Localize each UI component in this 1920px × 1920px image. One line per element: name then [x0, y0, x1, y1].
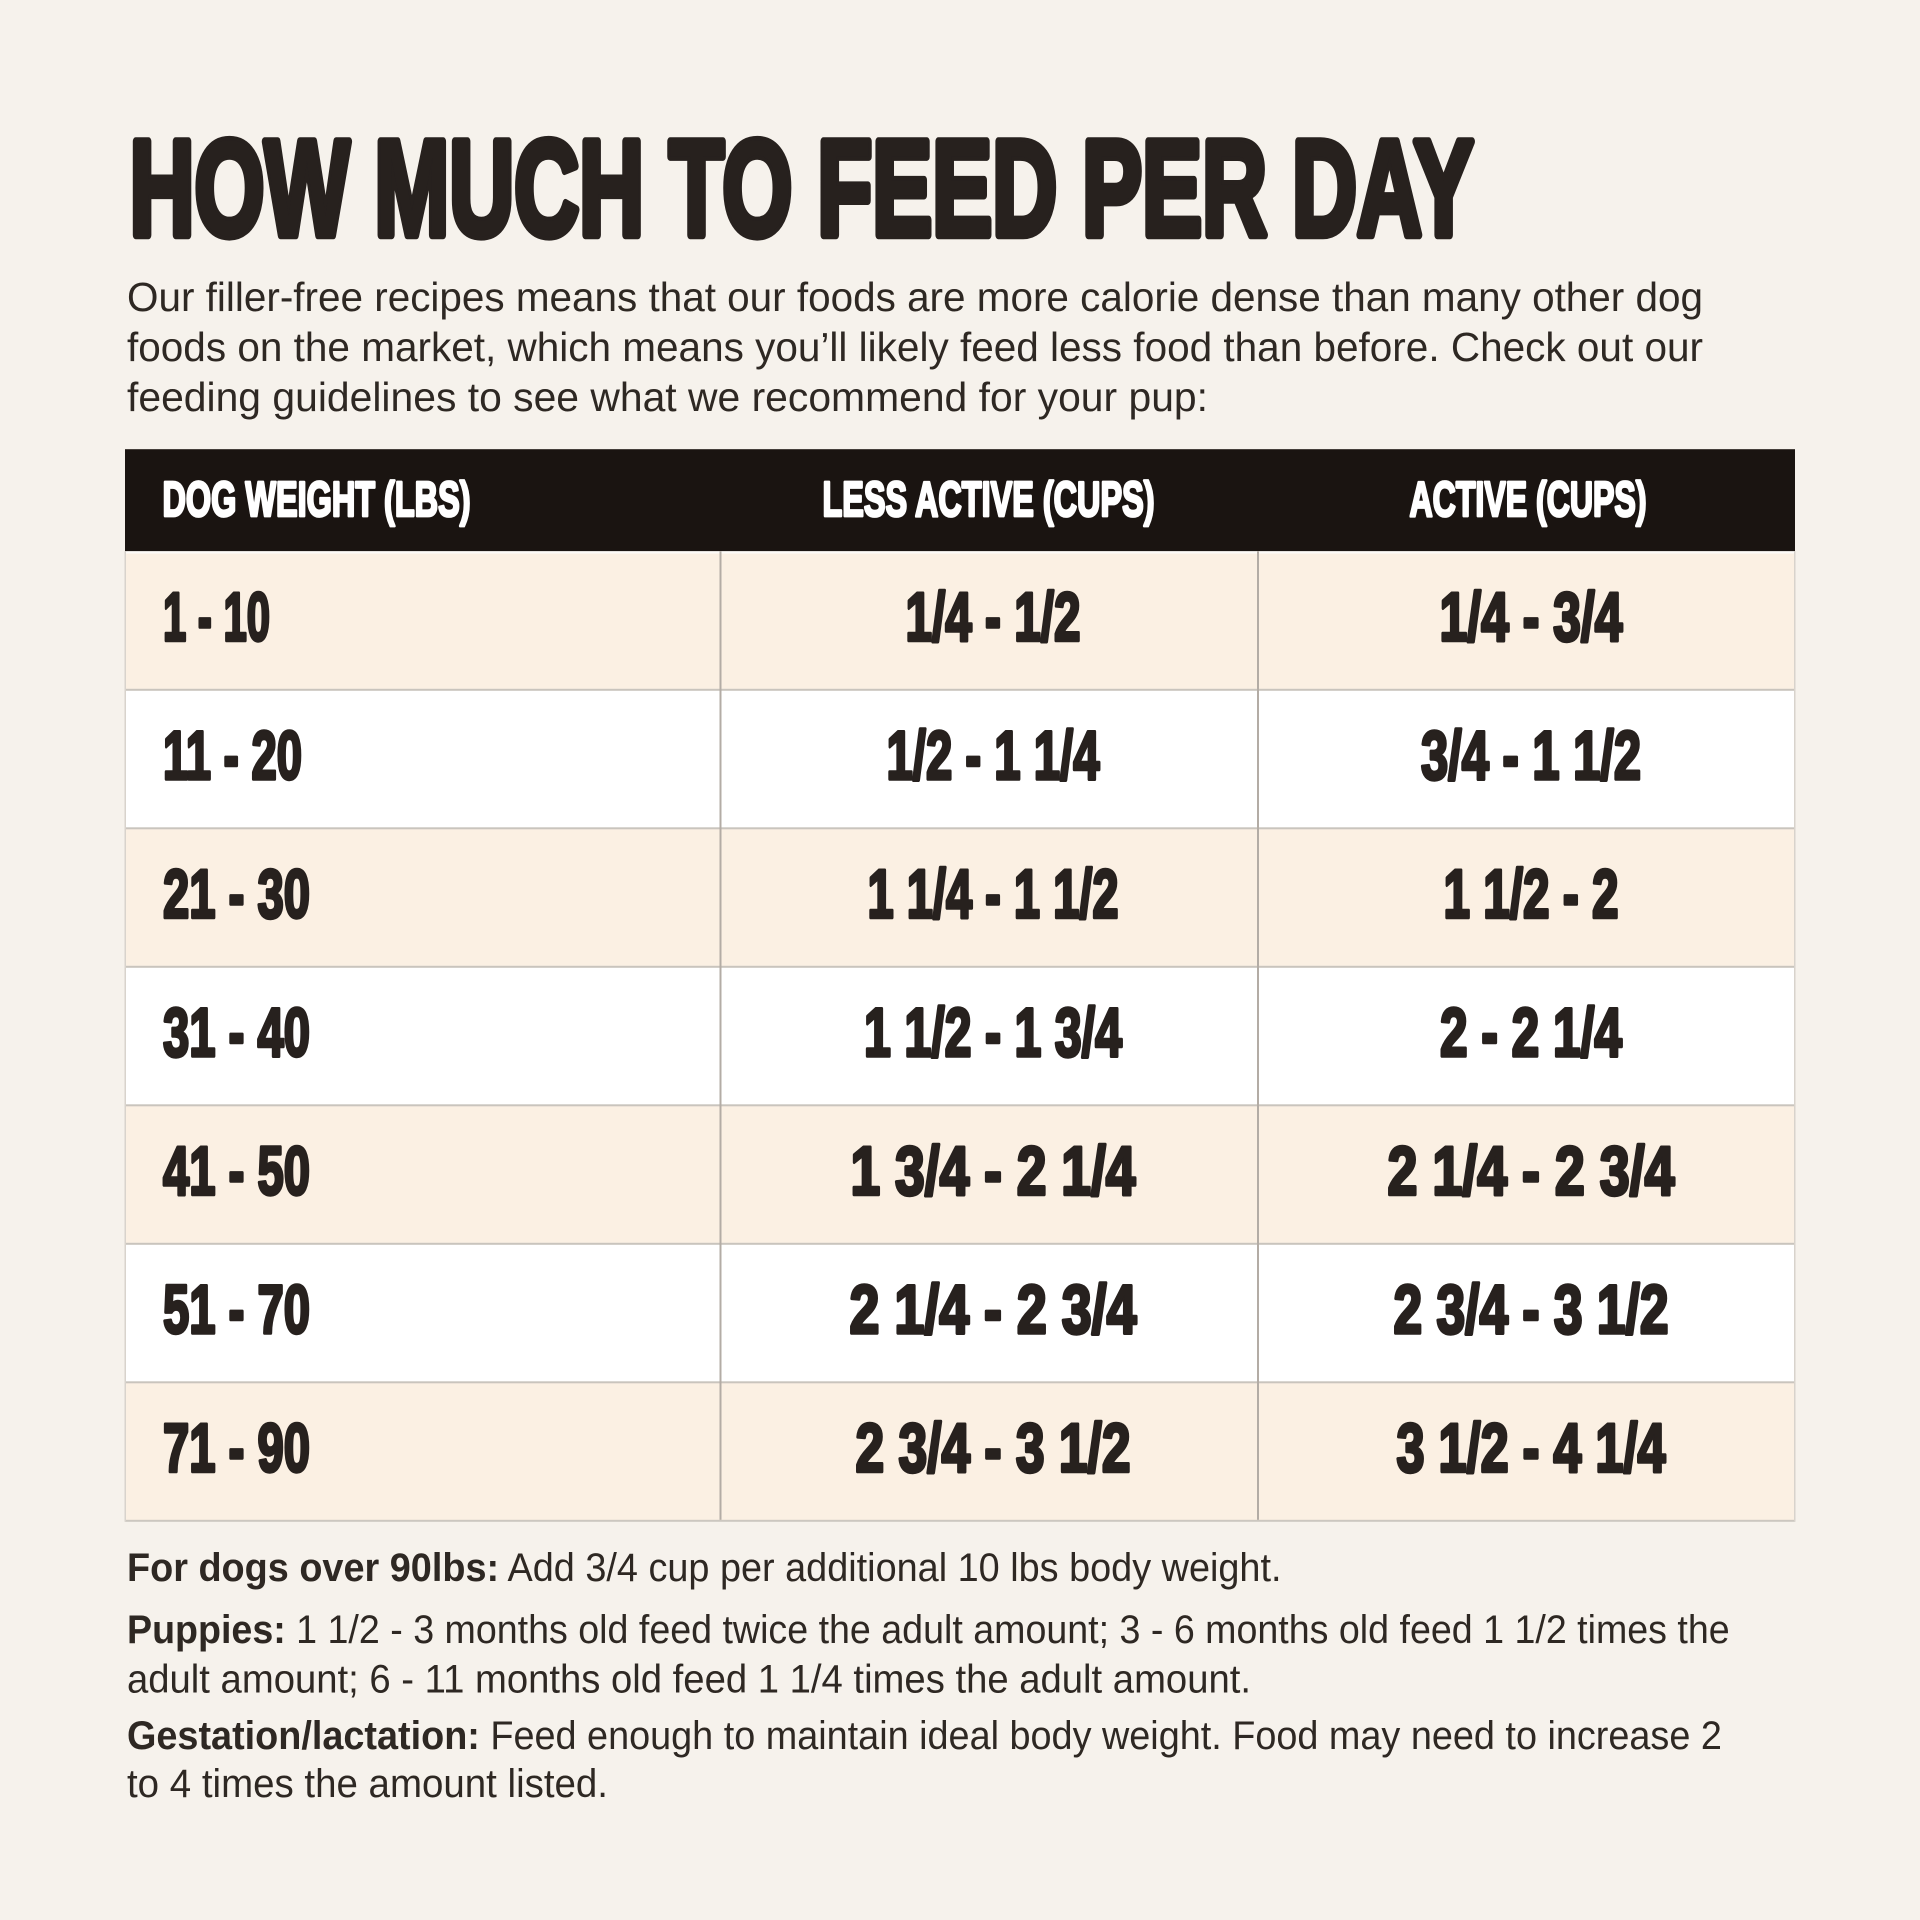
svg-text:ACTIVE (CUPS): ACTIVE (CUPS): [1410, 472, 1647, 527]
svg-text:LESS ACTIVE (CUPS): LESS ACTIVE (CUPS): [823, 472, 1155, 527]
svg-text:2 1/4 - 2 3/4: 2 1/4 - 2 3/4: [1388, 1132, 1675, 1209]
svg-text:2 3/4 - 3 1/2: 2 3/4 - 3 1/2: [1394, 1271, 1669, 1348]
svg-text:2 3/4 - 3 1/2: 2 3/4 - 3 1/2: [856, 1409, 1131, 1486]
svg-text:HOW MUCH TO FEED PER DAY: HOW MUCH TO FEED PER DAY: [130, 112, 1474, 264]
svg-text:31 - 40: 31 - 40: [163, 994, 310, 1071]
svg-text:21 - 30: 21 - 30: [163, 855, 310, 932]
svg-text:Our filler-free recipes means: Our filler-free recipes means that our f…: [127, 274, 1703, 320]
svg-text:51 - 70: 51 - 70: [163, 1271, 310, 1348]
svg-text:1 3/4 - 2 1/4: 1 3/4 - 2 1/4: [851, 1132, 1136, 1209]
svg-text:to 4 times the amount listed.: to 4 times the amount listed.: [127, 1762, 608, 1806]
svg-text:11 - 20: 11 - 20: [163, 717, 302, 794]
svg-text:DOG WEIGHT (LBS): DOG WEIGHT (LBS): [163, 472, 471, 527]
svg-text:feeding guidelines to see what: feeding guidelines to see what we recomm…: [127, 374, 1208, 420]
svg-text:1 - 10: 1 - 10: [163, 578, 270, 655]
svg-text:For dogs over 90lbs: Add 3/4 c: For dogs over 90lbs: Add 3/4 cup per add…: [127, 1546, 1282, 1590]
svg-text:Gestation/lactation: Feed enou: Gestation/lactation: Feed enough to main…: [127, 1714, 1722, 1758]
svg-text:71 - 90: 71 - 90: [163, 1409, 310, 1486]
svg-text:Puppies: 1 1/2 - 3 months old: Puppies: 1 1/2 - 3 months old feed twice…: [127, 1608, 1730, 1652]
svg-text:adult amount; 6 - 11 months ol: adult amount; 6 - 11 months old feed 1 1…: [127, 1658, 1251, 1702]
svg-text:1/4 - 3/4: 1/4 - 3/4: [1440, 578, 1623, 655]
svg-text:1 1/4 - 1 1/2: 1 1/4 - 1 1/2: [868, 855, 1119, 932]
svg-text:3/4 - 1 1/2: 3/4 - 1 1/2: [1421, 717, 1641, 794]
svg-text:1/2 - 1 1/4: 1/2 - 1 1/4: [887, 717, 1100, 794]
svg-text:1 1/2 - 1 3/4: 1 1/2 - 1 3/4: [864, 994, 1122, 1071]
svg-text:2 1/4 - 2 3/4: 2 1/4 - 2 3/4: [850, 1271, 1137, 1348]
svg-text:foods on the market, which mea: foods on the market, which means you’ll …: [127, 324, 1703, 370]
svg-text:3 1/2 - 4 1/4: 3 1/2 - 4 1/4: [1397, 1409, 1666, 1486]
svg-text:1 1/2 - 2: 1 1/2 - 2: [1444, 855, 1619, 932]
svg-text:1/4 - 1/2: 1/4 - 1/2: [906, 578, 1081, 655]
svg-text:41 - 50: 41 - 50: [163, 1132, 310, 1209]
svg-text:2 - 2 1/4: 2 - 2 1/4: [1440, 994, 1622, 1071]
